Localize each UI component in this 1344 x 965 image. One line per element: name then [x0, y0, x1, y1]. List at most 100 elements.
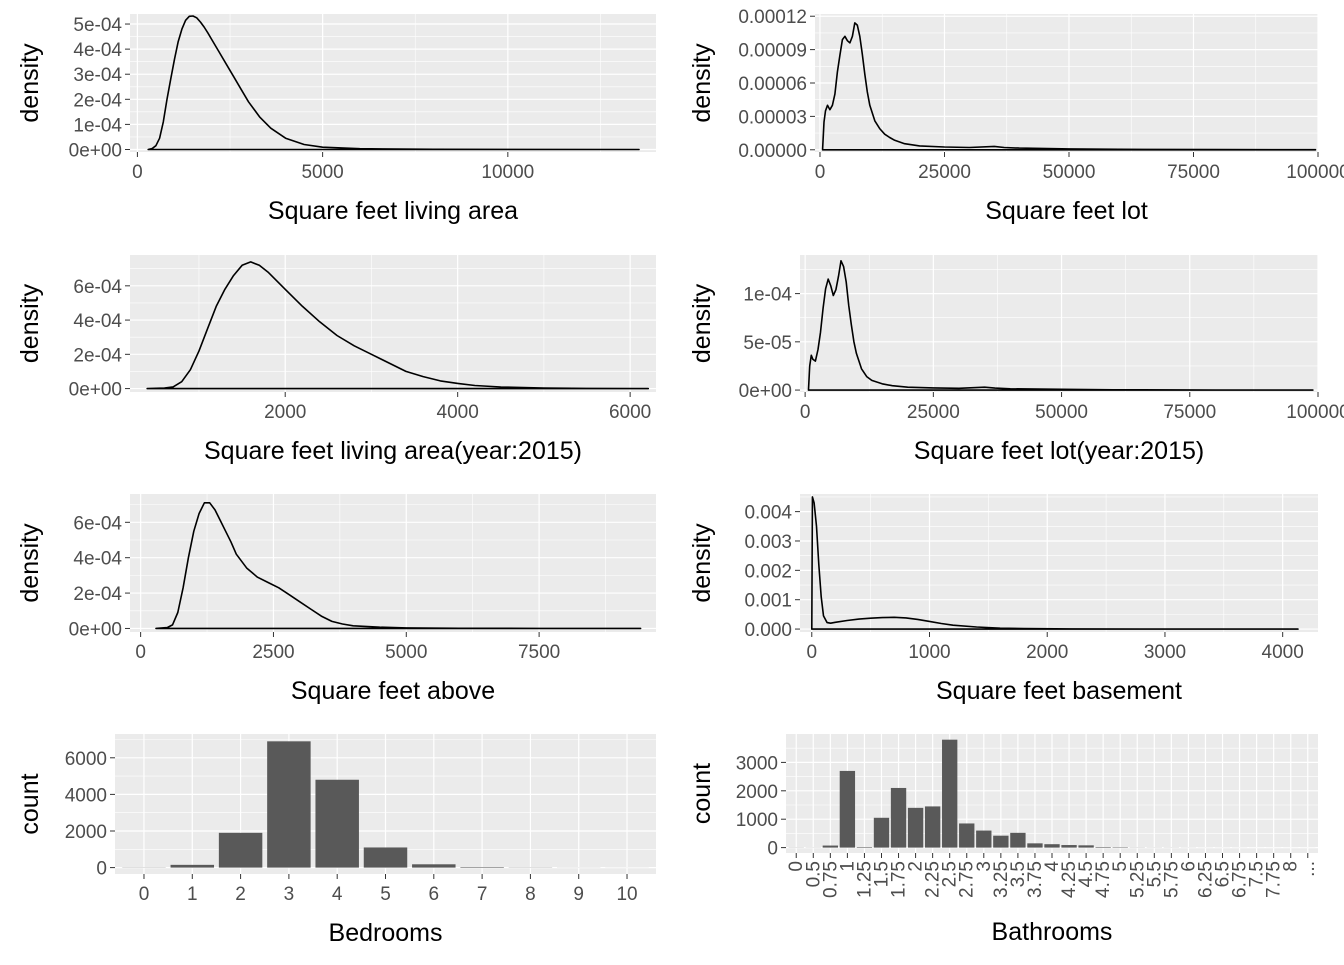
y-tick-label: 0e+00	[739, 381, 792, 402]
x-tick-label: 7500	[518, 642, 560, 663]
y-tick-label: 0.00009	[738, 41, 807, 62]
x-tick-label: 75000	[1163, 402, 1216, 423]
bar	[959, 823, 974, 847]
x-tick-label: 2000	[1026, 642, 1068, 663]
y-axis-title: count	[688, 763, 716, 824]
y-tick-label: 3000	[736, 753, 778, 774]
x-tick-label: 3000	[1144, 642, 1186, 663]
y-axis-title: density	[688, 283, 716, 363]
bar	[1095, 847, 1110, 848]
x-axis-title: Square feet living area(year:2015)	[204, 437, 582, 465]
x-tick-label: 0	[806, 642, 817, 663]
x-tick-label: 0	[815, 162, 826, 183]
bar	[171, 865, 214, 868]
y-axis-title: density	[688, 43, 716, 123]
y-tick-label: 0.003	[744, 532, 792, 553]
bar	[460, 867, 503, 868]
bar	[1010, 833, 1025, 848]
x-tick-label: 6	[429, 884, 440, 905]
chart-sqft-living-2015: 2000 4000 6000 0e+00 2e-04 4e-04 6e-04 Square f…	[16, 255, 656, 465]
bar	[840, 771, 855, 848]
y-tick-label: 0.004	[744, 503, 792, 524]
x-tick-label: 75000	[1167, 162, 1220, 183]
y-tick-label: 1000	[736, 810, 778, 831]
x-tick-label: 2000	[264, 402, 306, 423]
x-axis-title: Square feet above	[291, 677, 495, 705]
x-tick-label: 1	[187, 884, 198, 905]
y-tick-label: 1e-04	[743, 285, 792, 306]
y-axis-title: density	[16, 523, 44, 603]
x-tick-label: 5000	[301, 162, 343, 183]
y-tick-label: 6e-04	[73, 277, 122, 298]
bar	[925, 806, 940, 847]
x-tick-label: 10	[616, 884, 637, 905]
y-tick-label: 4000	[65, 785, 107, 806]
x-axis-title: Square feet lot	[985, 197, 1148, 225]
x-axis-title: Square feet living area	[268, 197, 518, 225]
x-tick-label: 9	[573, 884, 584, 905]
y-tick-label: 2000	[65, 822, 107, 843]
y-tick-label: 0.00012	[738, 7, 807, 28]
y-tick-label: 0.00000	[738, 141, 807, 162]
y-tick-label: 5e-04	[73, 15, 122, 36]
x-tick-label: 4000	[437, 402, 479, 423]
x-axis-title: Square feet lot(year:2015)	[914, 437, 1204, 465]
y-tick-label: 6000	[65, 749, 107, 770]
bar	[857, 847, 872, 848]
x-tick-label: 4	[332, 884, 343, 905]
y-tick-label: 0e+00	[69, 619, 122, 640]
x-axis-title: Square feet basement	[936, 677, 1182, 705]
y-tick-label: 0	[767, 839, 778, 860]
x-tick-label: 100000	[1286, 162, 1344, 183]
y-tick-label: 0.00006	[738, 74, 807, 95]
y-tick-label: 6e-04	[73, 513, 122, 534]
plot-panel	[800, 255, 1318, 392]
plot-panel	[130, 494, 656, 632]
bar	[1044, 844, 1059, 847]
x-tick-label: 25000	[907, 402, 960, 423]
bar	[412, 864, 455, 867]
y-tick-label: 4e-04	[73, 40, 122, 61]
y-tick-label: 0e+00	[69, 380, 122, 401]
bar	[1027, 843, 1042, 847]
x-tick-label: 4000	[1262, 642, 1304, 663]
y-tick-label: 2e-04	[73, 90, 122, 111]
bar	[1078, 845, 1093, 847]
y-axis-title: count	[16, 773, 44, 834]
x-tick-label: 0	[800, 402, 811, 423]
y-tick-label: 0e+00	[69, 140, 122, 161]
x-tick-label: ...	[1298, 861, 1319, 877]
y-tick-label: 2e-04	[73, 345, 122, 366]
bar	[942, 740, 957, 848]
x-tick-label: 25000	[918, 162, 971, 183]
y-tick-label: 0.00003	[738, 107, 807, 128]
y-tick-label: 0.001	[744, 591, 792, 612]
y-axis-title: density	[16, 283, 44, 363]
x-tick-label: 0	[132, 162, 143, 183]
x-tick-label: 1000	[908, 642, 950, 663]
y-tick-label: 2e-04	[73, 584, 122, 605]
x-tick-label: 6000	[609, 402, 651, 423]
x-tick-label: 7	[477, 884, 488, 905]
bar	[993, 836, 1008, 848]
y-axis-title: density	[688, 523, 716, 603]
y-tick-label: 3e-04	[73, 65, 122, 86]
y-axis-title: density	[16, 43, 44, 123]
y-tick-label: 0	[96, 859, 107, 880]
y-tick-label: 4e-04	[73, 549, 122, 570]
y-tick-label: 0.000	[744, 620, 792, 641]
y-tick-label: 4e-04	[73, 311, 122, 332]
x-tick-label: 50000	[1043, 162, 1096, 183]
bar	[1061, 845, 1076, 848]
x-tick-label: 2500	[252, 642, 294, 663]
chart-sqft-lot: 0 25000 50000 75000 100000 0.00000 0.00003 0.00…	[688, 7, 1344, 225]
x-tick-label: 0	[139, 884, 150, 905]
y-tick-label: 5e-05	[743, 333, 792, 354]
